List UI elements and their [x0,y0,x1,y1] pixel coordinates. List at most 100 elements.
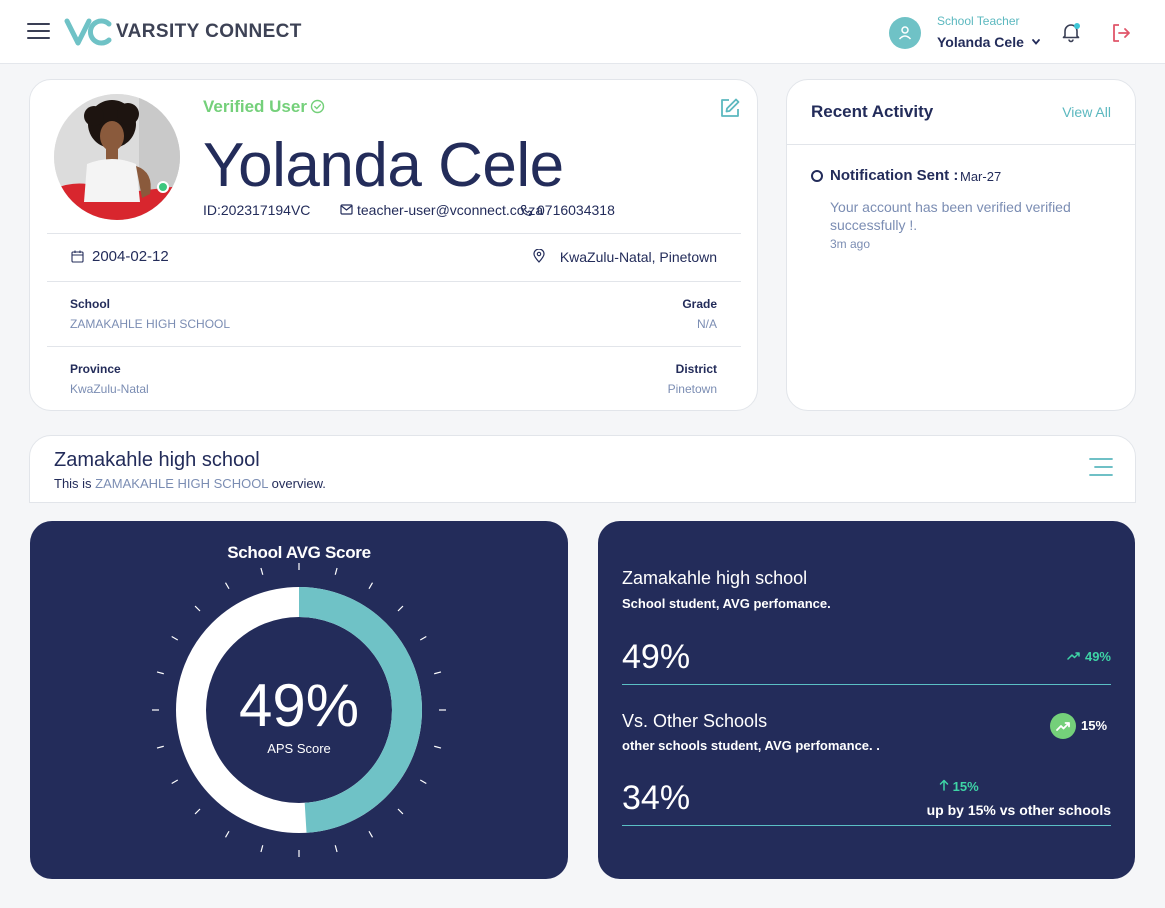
recent-activity-card: Recent Activity View All Notification Se… [786,79,1136,411]
online-status-dot [157,181,169,193]
gauge-tick [194,605,201,612]
profile-id: ID:202317194VC [203,202,311,218]
gauge-tick [224,830,230,838]
school-avg-score-panel: School AVG Score 49% APS Score [30,521,568,879]
gauge-tick [419,779,427,785]
divider [47,281,741,282]
gauge-ticks [152,563,446,857]
phone-icon [520,204,533,217]
divider [787,144,1135,145]
profile-photo [54,94,180,220]
district-value: Pinetown [667,382,717,396]
activity-heading: Notification Sent : [830,167,959,184]
arrow-up-icon [939,779,949,791]
gauge-title: School AVG Score [227,543,371,562]
gauge-value: 49% [238,672,360,739]
divider [47,233,741,234]
gauge-tick [368,582,374,590]
grade-label: Grade [682,297,717,311]
user-menu-toggle[interactable]: Yolanda Cele [937,34,1042,50]
activity-bullet-icon [811,170,823,182]
menu-icon[interactable] [27,22,50,41]
gauge-tick [194,808,201,815]
gauge-fill [176,587,422,833]
user-name-label: Yolanda Cele [937,34,1024,50]
verified-label: Verified User [203,97,307,116]
gauge-tick [171,779,179,785]
bell-icon[interactable] [1060,21,1082,43]
gauge-label: APS Score [267,741,331,756]
divider [622,825,1111,826]
gauge-tick [171,635,179,641]
list-menu-icon[interactable] [1089,457,1113,477]
edit-icon[interactable] [719,97,741,119]
district-label: District [675,362,717,376]
gauge-tick [419,635,427,641]
grade-value: N/A [696,317,717,331]
location-pin-icon [533,249,545,263]
school-stats-panel: Zamakahle high school School student, AV… [598,521,1135,879]
vs-badge [1050,713,1076,739]
profile-photo-image [54,94,180,220]
province-label: Province [70,362,121,376]
school-header: Zamakahle high school This is ZAMAKAHLE … [29,435,1136,503]
user-icon [898,26,912,40]
gauge-tick [260,567,264,575]
divider [622,684,1111,685]
gauge-tick [156,745,164,749]
gauge-tick [434,671,442,675]
user-avatar[interactable] [889,17,921,49]
school-subtitle-prefix: This is [54,476,96,491]
chevron-down-icon [1031,39,1040,45]
donut-gauge [152,563,446,857]
profile-phone: 0716034318 [537,202,615,218]
activity-date: Mar-27 [960,169,1002,184]
activity-title: Recent Activity [811,102,934,121]
vs-subtitle: other schools student, AVG perfomance. . [622,738,880,753]
user-role: School Teacher [937,14,1020,28]
stats-title: Zamakahle high school [622,568,808,588]
mail-icon [340,204,353,215]
profile-email: teacher-user@vconnect.co.za [357,202,544,218]
profile-name: Yolanda Cele [203,131,564,200]
school-value: ZAMAKAHLE HIGH SCHOOL [70,317,231,331]
stats-value: 49% [622,638,691,676]
gauge-tick [334,845,338,853]
gauge-tick [260,845,264,853]
gauge-tick [397,808,404,815]
vs-title: Vs. Other Schools [622,711,768,731]
vs-up-note: up by 15% vs other schools [926,802,1111,818]
school-subtitle: This is ZAMAKAHLE HIGH SCHOOL overview. [54,476,326,491]
logout-icon[interactable] [1110,22,1132,44]
vs-value: 34% [622,779,691,817]
profile-card: Verified User Yolanda Cele ID:202317194V… [29,79,758,411]
school-subtitle-suffix: overview. [268,476,326,491]
school-subtitle-highlight: ZAMAKAHLE HIGH SCHOOL [95,476,269,491]
school-title: Zamakahle high school [54,449,260,471]
activity-message: Your account has been verified verified … [830,199,1071,233]
trend-up-icon [1067,652,1081,660]
gauge-tick [156,671,164,675]
school-label: School [70,297,111,311]
gauge-tick [368,830,374,838]
location: KwaZulu-Natal, Pinetown [559,249,717,265]
vs-badge-value: 15% [1081,718,1108,733]
divider [47,346,741,347]
gauge-tick [224,582,230,590]
trend-up-icon [1056,722,1070,731]
brand-name: VARSITY CONNECT [116,21,302,42]
gauge-tick [334,567,338,575]
check-circle-icon [310,99,325,114]
gauge-tick [397,605,404,612]
stats-trend-value: 49% [1084,649,1111,664]
vs-up: 15% [939,779,979,794]
calendar-icon [71,250,84,263]
view-all-link[interactable]: View All [1062,104,1111,120]
top-navbar: VARSITY CONNECT School Teacher Yolanda C… [0,0,1165,64]
stats-trend: 49% [1067,649,1111,664]
activity-time: 3m ago [830,237,871,251]
gauge-tick [434,745,442,749]
stats-subtitle: School student, AVG perfomance. [622,596,831,611]
vs-up-value: 15% [952,779,979,794]
logo-icon [64,18,112,46]
